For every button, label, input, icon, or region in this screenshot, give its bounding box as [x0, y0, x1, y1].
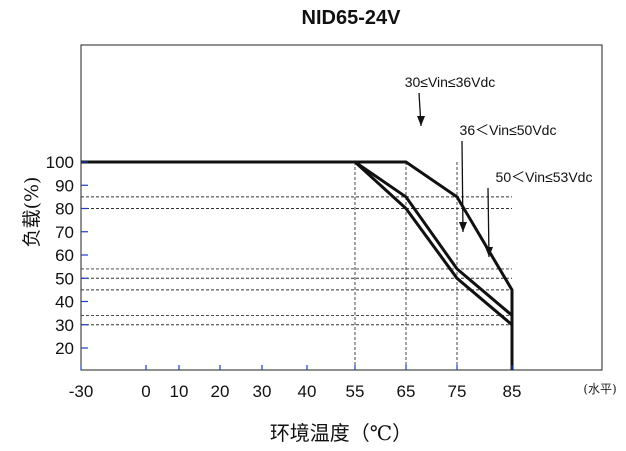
x-axis-ticks: -30 0 10 20 30 40 55 65 75 85 [69, 365, 522, 401]
y-tick-label-90: 90 [55, 176, 74, 195]
y-axis-ticks: 20 30 40 50 60 70 80 90 100 [46, 153, 88, 358]
y-tick-label-80: 80 [55, 200, 74, 219]
y-tick-label-20: 20 [55, 339, 74, 358]
annotation-arrow-head-1 [417, 116, 425, 126]
series-line-1 [81, 160, 514, 370]
x-tick-label-20: 20 [211, 382, 230, 401]
y-tick-label-70: 70 [55, 223, 74, 242]
y-axis-label: 负载(%) [21, 177, 43, 248]
series-annotation-3: 50＜Vin≤53Vdc [496, 169, 593, 185]
x-axis-label: 环境温度（℃） [270, 421, 412, 445]
x-tick-label-40: 40 [298, 382, 317, 401]
annotation-arrow-line-2 [461, 140, 464, 233]
x-tick-label-0: 0 [141, 382, 150, 401]
x-tick-label-75: 75 [448, 382, 467, 401]
y-tick-label-100: 100 [46, 153, 74, 172]
y-tick-label-50: 50 [55, 269, 74, 288]
annotation-arrow-head-2 [459, 222, 467, 232]
x-tick-label-55: 55 [346, 382, 365, 401]
y-tick-label-30: 30 [55, 316, 74, 335]
chart-title: NID65-24V [302, 7, 402, 29]
series-lines [81, 160, 514, 370]
series-annotations: 30≤Vin≤36Vdc 36＜Vin≤50Vdc 50＜Vin≤53Vdc [405, 74, 593, 185]
x-axis-unit: (水平) [583, 382, 616, 396]
x-tick-label--30: -30 [69, 382, 94, 401]
series-annotation-2: 36＜Vin≤50Vdc [460, 122, 557, 138]
series-line-3 [353, 160, 513, 326]
x-tick-label-65: 65 [397, 382, 416, 401]
x-tick-label-85: 85 [503, 382, 522, 401]
x-tick-label-30: 30 [253, 382, 272, 401]
series-annotation-1: 30≤Vin≤36Vdc [405, 74, 496, 90]
plot-frame [80, 44, 603, 371]
y-tick-label-40: 40 [55, 293, 74, 312]
reference-lines [81, 162, 512, 370]
annotation-arrow-line-3 [487, 187, 490, 258]
y-tick-label-60: 60 [55, 246, 74, 265]
annotation-arrow-head-3 [485, 247, 493, 257]
series-line-2 [354, 160, 513, 317]
x-tick-label-10: 10 [170, 382, 189, 401]
annotation-arrows [417, 92, 493, 258]
